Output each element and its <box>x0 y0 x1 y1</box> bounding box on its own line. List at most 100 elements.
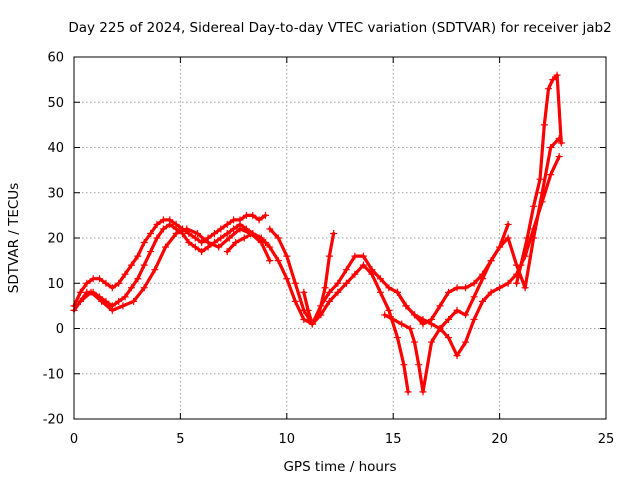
y-tick-label: 60 <box>47 51 64 66</box>
data-point <box>119 302 127 310</box>
data-point <box>479 275 487 283</box>
data-point <box>376 288 384 296</box>
data-point <box>462 284 470 292</box>
data-point <box>147 248 155 256</box>
data-point <box>398 320 406 328</box>
data-point <box>504 234 512 242</box>
data-point <box>381 311 389 319</box>
data-point <box>130 297 138 305</box>
data-point <box>334 279 342 287</box>
data-point <box>428 338 436 346</box>
data-point <box>140 261 148 269</box>
data-point <box>300 315 308 323</box>
data-point <box>385 306 393 314</box>
data-point <box>351 252 359 260</box>
data-point <box>359 252 367 260</box>
series-line <box>72 222 268 312</box>
data-point <box>236 225 244 233</box>
series-arc-3 <box>76 225 274 314</box>
y-tick-label: 20 <box>47 232 64 247</box>
data-point <box>108 284 116 292</box>
data-point <box>368 266 376 274</box>
data-point <box>304 306 312 314</box>
data-point <box>185 239 193 247</box>
data-point <box>393 334 401 342</box>
data-point <box>410 338 418 346</box>
data-point <box>557 139 565 147</box>
data-point <box>549 76 557 84</box>
data-point <box>521 284 529 292</box>
data-point <box>406 325 414 332</box>
data-point <box>325 252 333 260</box>
data-point <box>470 279 478 287</box>
data-point <box>198 239 206 247</box>
data-point <box>376 275 384 283</box>
data-point <box>415 361 423 369</box>
data-point <box>517 261 525 269</box>
data-point <box>172 229 180 237</box>
data-point <box>87 288 95 296</box>
data-point <box>242 211 250 219</box>
data-point <box>217 225 225 233</box>
data-point <box>462 338 470 346</box>
data-point <box>504 220 512 228</box>
data-point <box>223 248 231 256</box>
data-point <box>504 279 512 287</box>
data-point <box>274 257 282 265</box>
data-point <box>127 284 135 292</box>
data-point <box>513 279 521 287</box>
data-point <box>385 284 393 292</box>
data-point <box>134 252 142 260</box>
data-point <box>210 229 218 237</box>
data-point <box>315 311 323 319</box>
data-point <box>470 293 478 301</box>
data-point <box>553 71 561 79</box>
data-point <box>540 121 548 129</box>
data-point <box>428 320 436 328</box>
data-point <box>325 297 333 305</box>
data-point <box>445 315 453 323</box>
data-point <box>255 216 263 224</box>
data-point <box>266 243 274 251</box>
data-point <box>342 266 350 274</box>
series-arc-6 <box>300 229 338 328</box>
data-point <box>193 229 201 237</box>
grid-lines <box>74 57 606 419</box>
data-point <box>257 234 265 242</box>
data-point <box>96 275 104 283</box>
y-tick-label: 40 <box>47 141 64 156</box>
data-point <box>470 315 478 323</box>
data-point <box>402 302 410 310</box>
data-point <box>191 234 199 242</box>
data-point <box>300 288 308 296</box>
data-point <box>538 189 546 197</box>
series-arc-8 <box>393 134 563 332</box>
data-point <box>262 211 270 219</box>
data-point <box>230 216 238 224</box>
data-point <box>547 144 555 151</box>
data-point <box>83 279 91 287</box>
y-tick-label: 10 <box>47 277 64 292</box>
x-axis-label: GPS time / hours <box>283 459 396 475</box>
data-point <box>153 234 161 242</box>
data-point <box>334 288 342 296</box>
x-tick-label: 15 <box>385 432 402 447</box>
data-point <box>191 243 199 251</box>
data-point <box>240 234 248 242</box>
x-tick-label: 10 <box>279 432 296 447</box>
data-point <box>359 261 367 269</box>
data-point <box>530 202 538 210</box>
y-tick-label: 0 <box>56 322 64 337</box>
data-point <box>487 288 495 296</box>
data-point <box>351 270 359 278</box>
data-point <box>223 229 231 237</box>
data-point <box>89 275 97 283</box>
series-line <box>514 73 563 285</box>
data-point <box>400 361 408 369</box>
x-tick-label: 25 <box>598 432 615 447</box>
data-point <box>76 288 84 296</box>
data-point <box>389 315 397 323</box>
data-point <box>342 279 350 287</box>
data-point <box>547 171 555 179</box>
